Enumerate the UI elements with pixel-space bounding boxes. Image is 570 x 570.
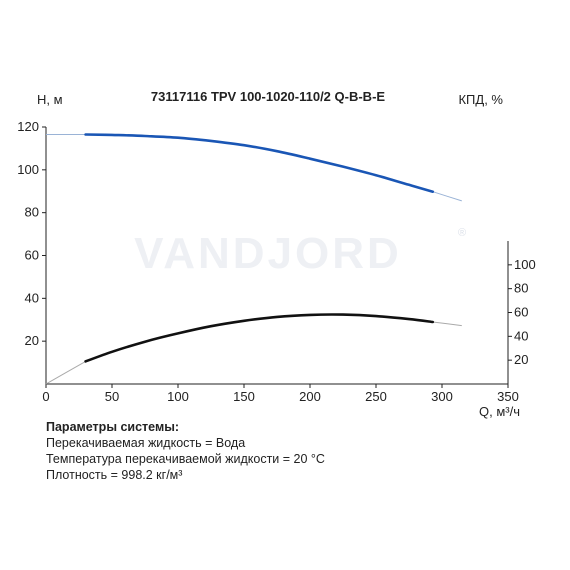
- y-right-tick-label: 80: [514, 281, 528, 296]
- y-right-tick-label: 40: [514, 328, 528, 343]
- y-left-tick-label: 120: [17, 119, 39, 134]
- efficiency-curve-extension-right: [432, 321, 462, 327]
- tick-labels: 0 50 100 150 200 250 300 350 20 40 60 80 100 120 20 40 6…: [17, 119, 535, 404]
- watermark-text: VANDJORD: [134, 229, 402, 278]
- watermark-registered-mark: ®: [458, 227, 466, 239]
- param-temperature: Температура перекачиваемой жидкости = 20…: [46, 452, 325, 466]
- efficiency-curve-extension-left: [45, 360, 86, 385]
- efficiency-curve: [84, 313, 435, 363]
- y-axis-right-title: КПД, %: [458, 92, 503, 107]
- x-tick-label: 150: [233, 389, 255, 404]
- x-tick-label: 350: [497, 389, 519, 404]
- y-left-tick-label: 20: [25, 333, 39, 348]
- axes: [42, 126, 512, 388]
- y-right-tick-label: 20: [514, 352, 528, 367]
- head-curve-extension-right: [432, 191, 462, 202]
- y-left-tick-label: 60: [25, 248, 39, 263]
- x-tick-label: 300: [431, 389, 453, 404]
- x-tick-label: 50: [105, 389, 119, 404]
- param-density: Плотность = 998.2 кг/м³: [46, 468, 183, 482]
- y-left-tick-label: 80: [25, 205, 39, 220]
- x-tick-label: 250: [365, 389, 387, 404]
- chart-title: 73117116 TPV 100-1020-110/2 Q-B-B-E: [151, 89, 385, 104]
- y-right-tick-label: 60: [514, 305, 528, 320]
- system-parameters: Параметры системы: Перекачиваемая жидкос…: [46, 419, 325, 483]
- param-fluid: Перекачиваемая жидкость = Вода: [46, 436, 246, 450]
- watermark: VANDJORD ®: [134, 227, 466, 278]
- x-tick-label: 100: [167, 389, 189, 404]
- y-left-tick-label: 100: [17, 162, 39, 177]
- curves: [45, 133, 462, 385]
- system-parameters-heading: Параметры системы:: [46, 420, 180, 434]
- x-tick-label: 200: [299, 389, 321, 404]
- x-tick-label: 0: [42, 389, 49, 404]
- y-axis-left-title: H, м: [37, 92, 63, 107]
- x-axis-title: Q, м³/ч: [479, 404, 520, 419]
- y-left-tick-label: 40: [25, 290, 39, 305]
- y-right-tick-label: 100: [514, 257, 536, 272]
- head-curve: [84, 133, 435, 193]
